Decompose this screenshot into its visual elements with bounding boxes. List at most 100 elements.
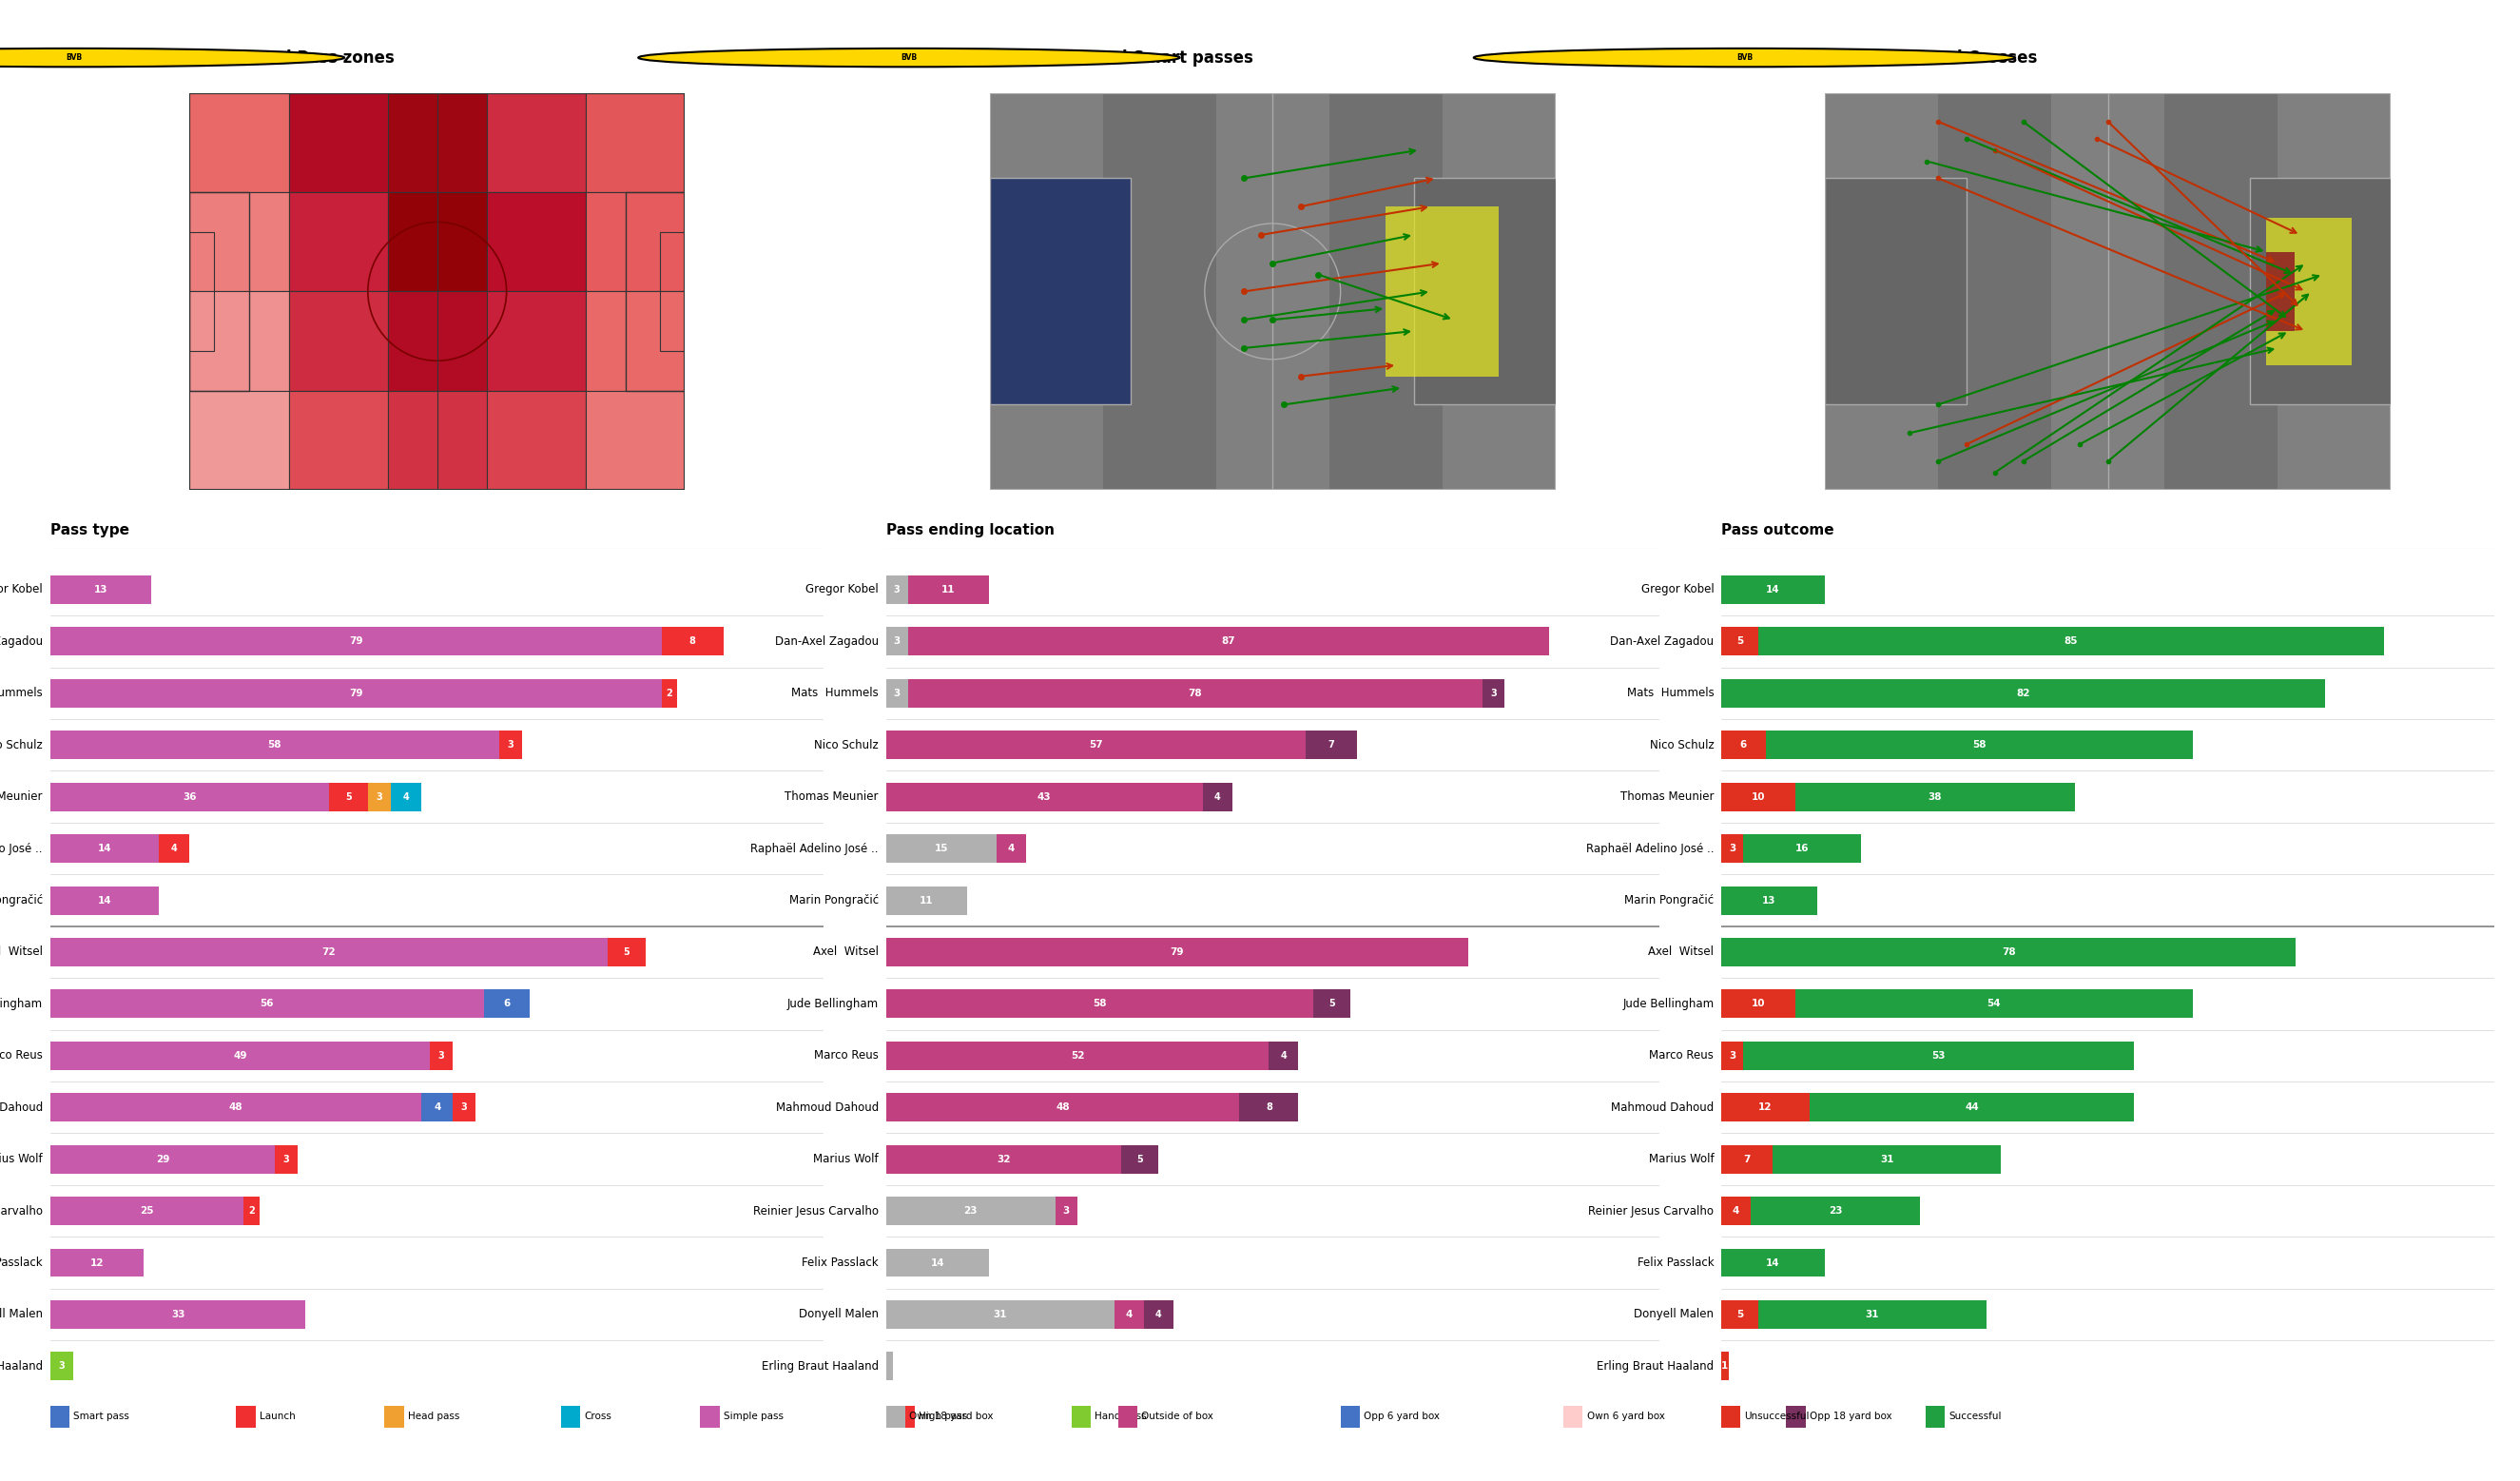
- Text: Erling Braut Haaland: Erling Braut Haaland: [1598, 1360, 1714, 1373]
- Bar: [1721, 1300, 1759, 1328]
- Bar: [1217, 93, 1328, 490]
- Text: Nico Schulz: Nico Schulz: [1651, 739, 1714, 751]
- Text: 4: 4: [1215, 792, 1220, 801]
- Text: 48: 48: [1056, 1103, 1068, 1112]
- Text: 53: 53: [1933, 1052, 1945, 1060]
- Bar: [1482, 678, 1504, 708]
- Bar: [887, 1145, 1121, 1173]
- Bar: [1721, 1405, 1741, 1428]
- Bar: [1744, 1041, 2134, 1069]
- Bar: [1721, 937, 2296, 966]
- Text: Head pass: Head pass: [408, 1411, 459, 1422]
- Text: 3: 3: [895, 637, 900, 646]
- Text: Pass outcome: Pass outcome: [1721, 523, 1835, 538]
- Circle shape: [0, 49, 345, 67]
- Bar: [486, 391, 585, 490]
- Bar: [887, 1197, 1056, 1225]
- Text: 52: 52: [1071, 1052, 1084, 1060]
- Text: 43: 43: [1038, 792, 1051, 801]
- Text: 85: 85: [2064, 637, 2079, 646]
- Text: Thomas Meunier: Thomas Meunier: [1620, 791, 1714, 803]
- Text: 12: 12: [91, 1257, 103, 1268]
- Bar: [189, 193, 249, 391]
- Text: BVB: BVB: [900, 53, 917, 62]
- Bar: [1721, 1197, 1751, 1225]
- Bar: [50, 937, 607, 966]
- Text: 79: 79: [350, 637, 363, 646]
- Text: Axel  Witsel: Axel Witsel: [1648, 946, 1714, 958]
- Bar: [1305, 730, 1358, 760]
- Bar: [1721, 1352, 1729, 1380]
- Text: Reinier Jesus Carvalho: Reinier Jesus Carvalho: [753, 1204, 879, 1217]
- Text: 10: 10: [1751, 1000, 1764, 1009]
- Text: 58: 58: [1094, 1000, 1106, 1009]
- Bar: [1794, 989, 2192, 1017]
- Text: Raphaël Adelino José ..: Raphaël Adelino José ..: [751, 843, 879, 855]
- Text: 87: 87: [1222, 637, 1235, 646]
- Text: 8: 8: [1265, 1103, 1273, 1112]
- Bar: [907, 628, 1550, 656]
- Circle shape: [1474, 49, 2016, 67]
- Text: 4: 4: [1008, 844, 1016, 853]
- Text: 5: 5: [1736, 1309, 1744, 1320]
- Text: 14: 14: [98, 896, 111, 905]
- Text: 78: 78: [1189, 689, 1202, 698]
- Text: Marius Wolf: Marius Wolf: [1648, 1154, 1714, 1166]
- Bar: [1441, 93, 1555, 490]
- Text: 14: 14: [1767, 1257, 1779, 1268]
- Bar: [2250, 178, 2391, 404]
- Bar: [244, 1197, 260, 1225]
- Bar: [887, 1300, 1114, 1328]
- Bar: [1270, 1041, 1298, 1069]
- Bar: [1767, 730, 2192, 760]
- Bar: [50, 1145, 275, 1173]
- Bar: [1104, 93, 1217, 490]
- Text: Jude Bellingham: Jude Bellingham: [1623, 998, 1714, 1010]
- Bar: [50, 1405, 71, 1428]
- Bar: [1824, 178, 1966, 404]
- Bar: [1794, 782, 2074, 812]
- Bar: [1386, 206, 1499, 376]
- Text: Pass type: Pass type: [50, 523, 129, 538]
- Bar: [585, 93, 685, 193]
- Text: 14: 14: [930, 1257, 945, 1268]
- Bar: [50, 576, 151, 604]
- Text: 3: 3: [895, 689, 900, 698]
- Text: Reinier Jesus Carvalho: Reinier Jesus Carvalho: [0, 1204, 43, 1217]
- Text: 3: 3: [461, 1103, 466, 1112]
- Bar: [2278, 93, 2391, 490]
- Text: 3: 3: [507, 740, 514, 749]
- Bar: [454, 1093, 476, 1121]
- Bar: [368, 782, 391, 812]
- Bar: [189, 193, 290, 292]
- Text: 15: 15: [935, 844, 948, 853]
- Bar: [887, 1041, 1270, 1069]
- Text: 3: 3: [375, 792, 383, 801]
- Bar: [484, 989, 529, 1017]
- Bar: [1328, 93, 1441, 490]
- Bar: [486, 193, 585, 292]
- Text: Felix Passlack: Felix Passlack: [801, 1256, 879, 1269]
- Text: Axel  Witsel: Axel Witsel: [0, 946, 43, 958]
- Text: 5: 5: [1137, 1154, 1144, 1164]
- Bar: [1202, 782, 1232, 812]
- Text: 12: 12: [1759, 1103, 1772, 1112]
- Bar: [1240, 1093, 1298, 1121]
- Text: 6: 6: [1739, 740, 1746, 749]
- Bar: [1144, 1300, 1174, 1328]
- Bar: [50, 1197, 244, 1225]
- Text: Marco Reus: Marco Reus: [814, 1050, 879, 1062]
- Bar: [701, 1405, 721, 1428]
- Bar: [50, 678, 660, 708]
- Text: Marius Wolf: Marius Wolf: [0, 1154, 43, 1166]
- Bar: [1721, 886, 1817, 915]
- Text: Reinier Jesus Carvalho: Reinier Jesus Carvalho: [1588, 1204, 1714, 1217]
- Text: 31: 31: [993, 1309, 1008, 1320]
- Text: Marco Reus: Marco Reus: [0, 1050, 43, 1062]
- Bar: [50, 1352, 73, 1380]
- Bar: [50, 628, 660, 656]
- Text: 3: 3: [1729, 1052, 1736, 1060]
- Text: 1: 1: [1721, 1361, 1729, 1371]
- Text: Borussia Dortmund Smart passes: Borussia Dortmund Smart passes: [955, 49, 1252, 67]
- Bar: [887, 989, 1313, 1017]
